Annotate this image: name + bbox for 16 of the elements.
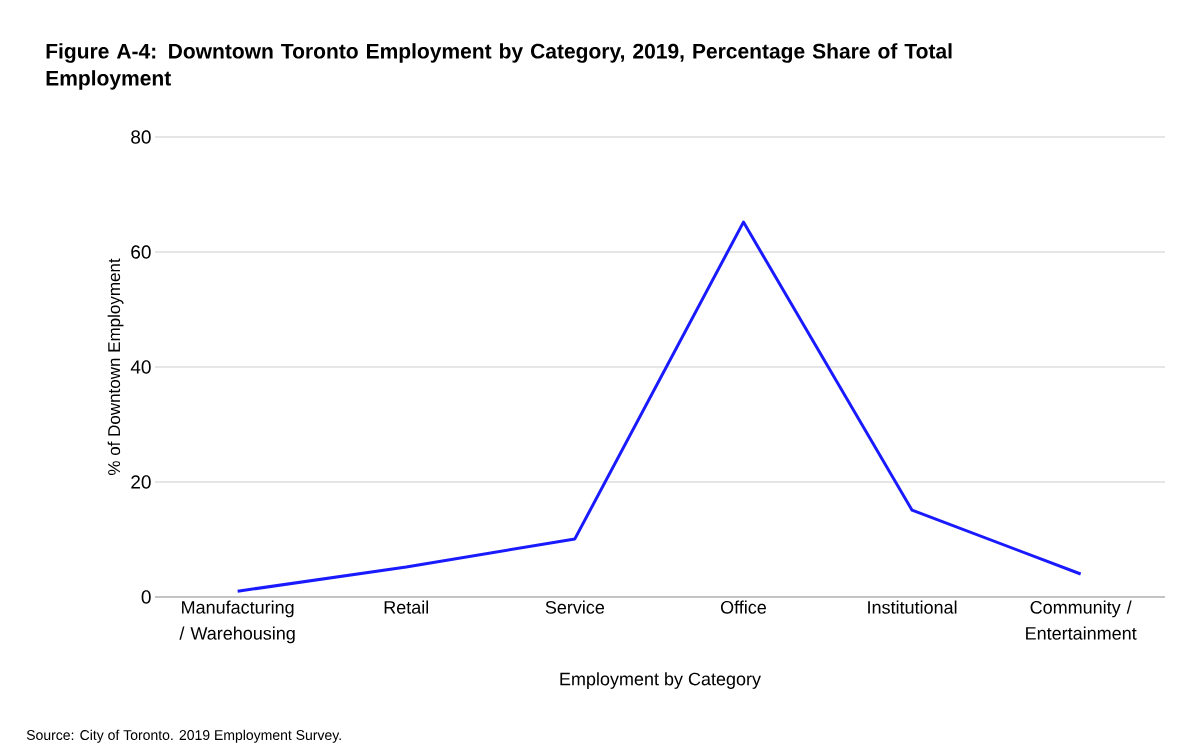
source-note: Source: City of Toronto. 2019 Employment Survey. [26, 729, 341, 743]
y-tick-label: 20 [131, 475, 151, 489]
x-tick-label: Retail [384, 600, 429, 614]
x-axis-title: Employment by Category [560, 672, 761, 689]
chart-title: Figure A-4: Downtown Toronto Employment by Category, 2019, Percentage Share of Total Employment [46, 43, 952, 90]
x-tick-label: Manufacturing / Warehousing [179, 600, 295, 644]
x-tick-label: Office [720, 600, 766, 614]
x-tick-label: Community / Entertainment [1026, 600, 1137, 640]
y-tick-label: 80 [131, 130, 151, 144]
y-axis-title: % of Downtown Employment [107, 258, 124, 476]
x-tick-label: Institutional [868, 600, 957, 614]
y-tick-label: 60 [131, 245, 151, 259]
y-tick-label: 0 [141, 590, 151, 604]
y-tick-label: 40 [130, 360, 151, 374]
x-tick-label: Service [545, 600, 605, 614]
line-series [236, 220, 1083, 593]
